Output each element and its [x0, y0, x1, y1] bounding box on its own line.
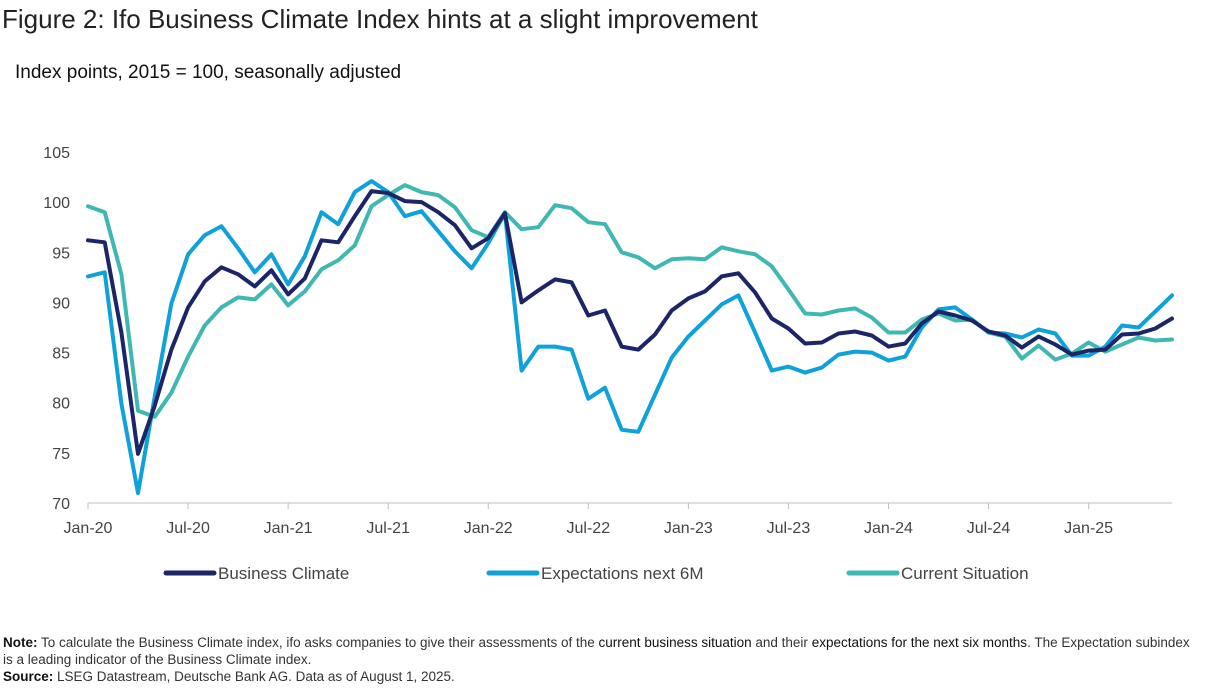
series-line-current-situation	[86, 183, 1174, 419]
note-text-1: To calculate the Business Climate index,…	[41, 635, 599, 650]
note-text-2: and their	[751, 635, 812, 650]
source-line: Source: LSEG Datastream, Deutsche Bank A…	[3, 668, 1203, 685]
x-axis-ticks: Jan-20 Jul-20 Jan-21 Jul-21 Jan-22 Jul-22 Jan-…	[64, 503, 1113, 537]
legend-label: Business Climate	[218, 564, 349, 583]
y-tick-label: 75	[52, 446, 70, 463]
y-tick-label: 80	[52, 396, 70, 413]
y-tick-label: 105	[43, 145, 70, 162]
legend: Business Climate Expectations next 6M Curr…	[163, 564, 1029, 583]
x-tick-label: Jan-21	[264, 520, 313, 537]
source-label: Source:	[3, 669, 54, 684]
y-axis-ticks: 70 75 80 85 90 95 100 105	[43, 145, 70, 513]
note-highlight-1: current business situation	[598, 635, 752, 650]
line-chart: 70 75 80 85 90 95 100 105 Jan-20 Jul-20 Jan-21 Jul…	[43, 145, 1174, 583]
x-tick-label: Jan-25	[1064, 520, 1113, 537]
source-text: LSEG Datastream, Deutsche Bank AG. Data …	[57, 669, 455, 684]
x-tick-label: Jan-23	[664, 520, 713, 537]
y-tick-label: 90	[52, 295, 70, 312]
y-tick-label: 85	[52, 346, 70, 363]
x-tick-label: Jul-24	[967, 520, 1011, 537]
legend-label: Expectations next 6M	[541, 564, 704, 583]
note-highlight-2: expectations for the next six months	[811, 635, 1028, 650]
y-tick-label: 95	[52, 245, 70, 262]
x-tick-label: Jul-22	[567, 520, 611, 537]
note-text-3: . The Expectation subindex is a leading …	[3, 635, 1190, 667]
note-label: Note:	[3, 635, 38, 650]
chart-title: Figure 2: Ifo Business Climate Index hin…	[2, 4, 758, 34]
series-line-business-climate	[86, 189, 1174, 456]
x-tick-label: Jan-20	[64, 520, 113, 537]
x-tick-label: Jul-23	[767, 520, 811, 537]
note-line: Note: To calculate the Business Climate …	[3, 634, 1203, 668]
y-tick-label: 100	[43, 195, 70, 212]
series-lines	[86, 179, 1174, 495]
footnote: Note: To calculate the Business Climate …	[3, 634, 1203, 685]
x-tick-label: Jul-21	[366, 520, 410, 537]
x-tick-label: Jan-24	[864, 520, 913, 537]
chart-subtitle: Index points, 2015 = 100, seasonally adj…	[15, 62, 402, 83]
x-tick-label: Jul-20	[166, 520, 210, 537]
x-tick-label: Jan-22	[464, 520, 513, 537]
y-tick-label: 70	[52, 496, 70, 513]
legend-label: Current Situation	[901, 564, 1029, 583]
